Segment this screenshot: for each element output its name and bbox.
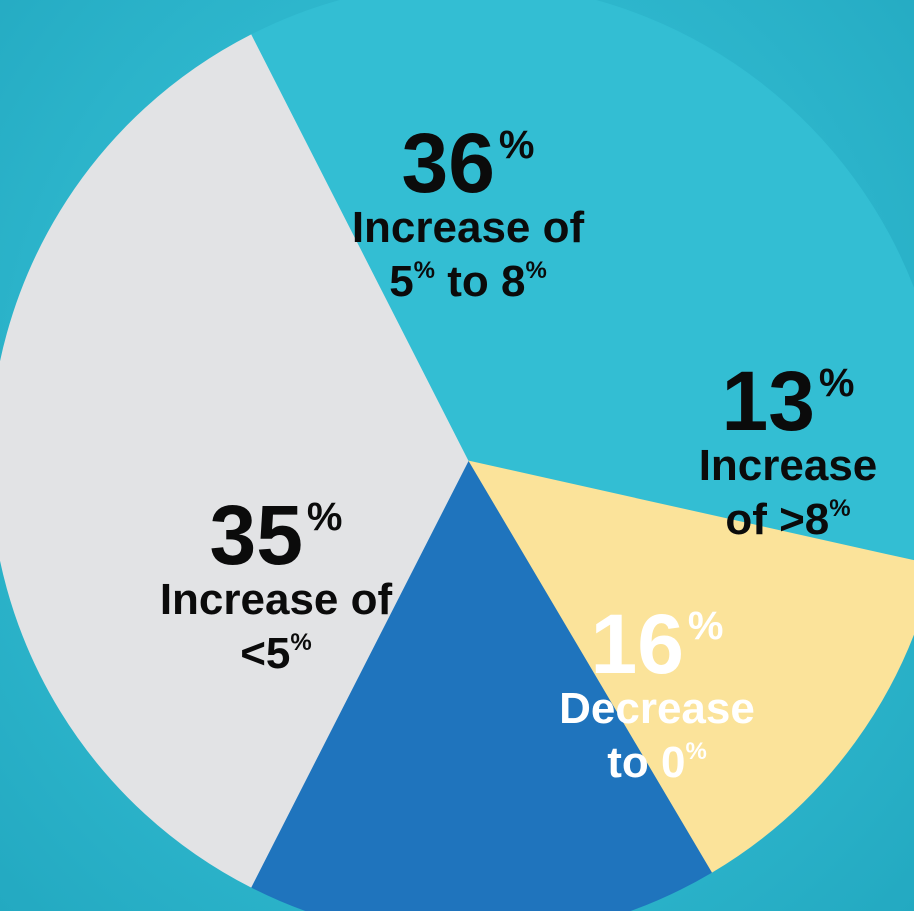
slice-label-16: 16 %Decrease to 0%: [559, 597, 755, 787]
slice-label-13: 13 %Increase of >8%: [699, 354, 878, 544]
slice-label-line: <5%: [240, 629, 312, 678]
pie-slice-13: [466, 460, 914, 874]
slice-value-13: 13%: [721, 354, 854, 448]
slice-label-line: Increase of: [352, 203, 585, 252]
slice-label-line: Increase of: [160, 575, 393, 624]
pie-slice-16: [250, 459, 713, 911]
pie-slice-36: [250, 0, 914, 562]
slice-label-line: Decrease: [559, 684, 755, 733]
slice-label-line: 5% to 8%: [389, 257, 547, 306]
slice-value-36: 36%: [401, 116, 534, 210]
slice-value-16: 16%: [590, 597, 723, 691]
slice-label-35: 35 %Increase of <5%: [160, 488, 393, 678]
pie-slice-35: [0, 34, 469, 888]
slice-label-36: 36 %Increase of 5% to 8%: [352, 116, 585, 306]
slice-label-line: Increase: [699, 441, 878, 490]
slice-value-35: 35%: [209, 488, 342, 582]
slice-label-line: of >8%: [725, 495, 850, 544]
slice-label-line: to 0%: [607, 738, 707, 787]
